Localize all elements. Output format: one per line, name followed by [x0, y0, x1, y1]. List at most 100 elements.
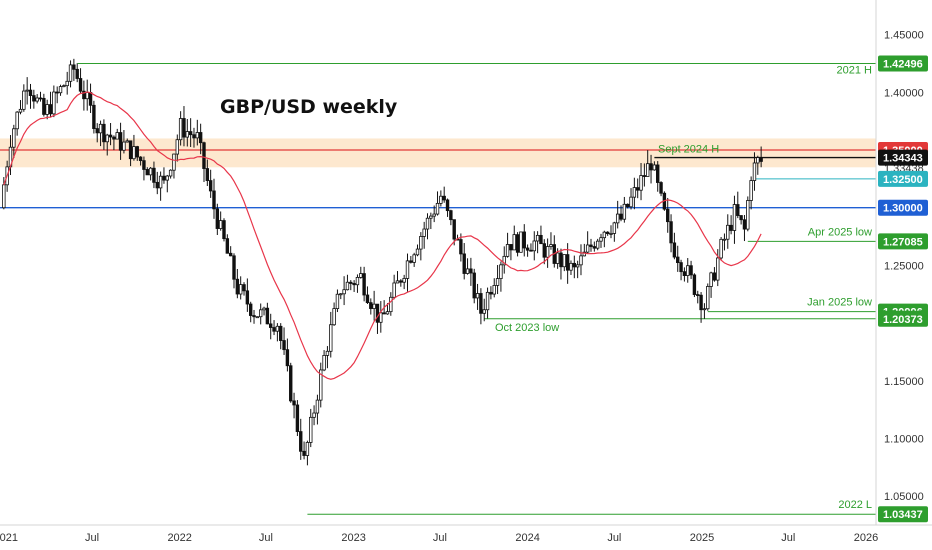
candle-body: [716, 257, 720, 281]
candle-body: [425, 217, 430, 230]
candle-body: [188, 131, 193, 136]
candle-body: [352, 283, 356, 286]
candle-body: [679, 262, 683, 273]
candle-body: [355, 277, 360, 286]
candle-body: [492, 285, 496, 295]
candle-body: [385, 311, 390, 315]
time-tick-label: 2026: [854, 532, 878, 544]
price-badge-label: 1.42496: [883, 59, 923, 71]
time-tick-label: 2023: [341, 532, 365, 544]
candle-body: [248, 303, 253, 316]
candle-body: [379, 312, 383, 323]
candle-body: [275, 325, 280, 332]
candle-body: [108, 134, 113, 138]
candle-body: [682, 271, 687, 276]
candle-body: [659, 182, 663, 194]
candle-body: [222, 220, 226, 240]
candle-body: [519, 231, 523, 253]
candle-body: [178, 118, 183, 141]
candle-body: [252, 315, 256, 318]
candle-body: [329, 324, 333, 352]
chart-title: GBP/USD weekly: [220, 96, 398, 118]
candle-body: [472, 272, 476, 299]
candle-body: [579, 255, 583, 266]
candle-body: [325, 350, 330, 356]
candle-body: [322, 355, 326, 371]
candle-body: [132, 146, 136, 160]
candle-body: [515, 234, 520, 253]
candle-body: [759, 157, 763, 162]
candle-body: [652, 164, 657, 171]
candle-body: [362, 273, 366, 296]
candle-body: [52, 91, 56, 115]
candle-body: [202, 142, 206, 169]
candle-body: [148, 167, 153, 176]
candle-body: [669, 221, 673, 244]
candle-body: [756, 157, 760, 164]
price-badge-label: 1.03437: [883, 509, 923, 521]
candle-body: [495, 278, 500, 286]
candle-body: [625, 203, 630, 208]
candle-body: [699, 294, 703, 311]
candle-body: [736, 204, 740, 216]
time-tick-label: Jul: [259, 532, 273, 544]
time-axis[interactable]: 2021 Jul 2022 Jul 2023 Jul 2024 Jul 2025 Jul 2026: [0, 532, 878, 544]
candle-body: [729, 224, 733, 231]
candle-body: [289, 365, 293, 402]
candle-body: [339, 293, 343, 296]
price-badge-label: 1.30000: [883, 203, 923, 215]
candle-body: [649, 163, 653, 171]
candle-body: [32, 95, 36, 102]
candle-body: [702, 308, 707, 311]
candle-body: [372, 303, 376, 309]
candle-body: [168, 169, 173, 177]
candle-body: [198, 132, 203, 144]
level-note: Sept 2024 H: [658, 144, 719, 156]
price-badge: [878, 199, 928, 216]
candle-body: [696, 294, 700, 296]
candle-body: [185, 131, 190, 138]
candle-body: [58, 86, 63, 94]
candle-body: [12, 128, 16, 148]
candle-body: [172, 153, 176, 171]
candle-body: [676, 256, 680, 264]
candle-body: [522, 231, 526, 249]
candle-body: [615, 213, 620, 224]
candle-body: [709, 272, 713, 287]
candle-body: [349, 281, 353, 284]
candle-body: [215, 208, 220, 229]
candle-body: [752, 162, 757, 181]
candle-body: [465, 268, 470, 274]
candle-body: [732, 204, 737, 231]
price-tick-label: 1.10000: [884, 433, 924, 445]
price-axis[interactable]: 1.450001.400001.334381.250001.150001.100…: [884, 30, 924, 504]
candle-body: [712, 272, 717, 281]
price-badge: [878, 233, 928, 250]
candle-body: [182, 118, 186, 138]
candle-body: [315, 399, 320, 414]
candle-body: [365, 294, 370, 304]
candle-body: [686, 265, 690, 276]
candle-body: [469, 268, 473, 274]
candle-body: [482, 309, 486, 314]
candle-body: [238, 284, 243, 295]
candle-body: [545, 246, 550, 258]
levels-layer: [0, 63, 876, 515]
candle-body: [2, 184, 6, 209]
candle-body: [549, 244, 553, 247]
candle-body: [118, 132, 123, 151]
candle-body: [502, 255, 506, 266]
candle-body: [95, 128, 99, 134]
candle-body: [269, 323, 273, 328]
candle-body: [128, 140, 133, 160]
candle-body: [389, 296, 393, 313]
candle-body: [192, 134, 196, 139]
candle-body: [25, 89, 29, 92]
candle-body: [605, 231, 610, 235]
candle-body: [629, 196, 633, 208]
candle-body: [525, 247, 530, 251]
candle-body: [666, 208, 670, 223]
price-tick-label: 1.40000: [884, 87, 924, 99]
candle-body: [572, 262, 577, 268]
